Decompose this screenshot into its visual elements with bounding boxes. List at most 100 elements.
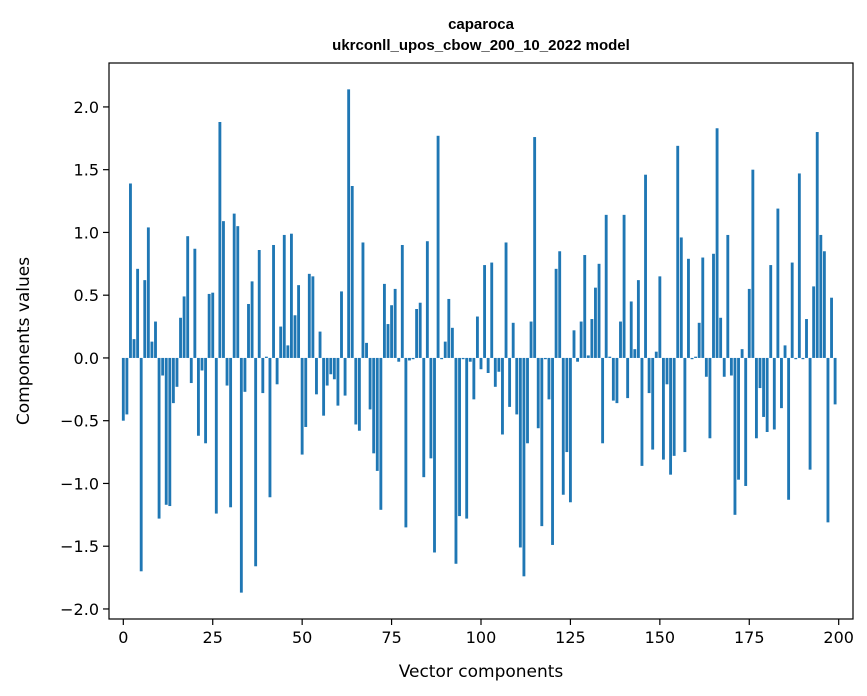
bar — [543, 357, 547, 360]
bar — [325, 357, 329, 386]
bar — [229, 357, 233, 508]
y-tick-label: −1.5 — [60, 537, 99, 556]
bar — [733, 357, 737, 515]
x-tick-label: 175 — [734, 628, 765, 647]
bar — [307, 273, 311, 358]
bar — [611, 357, 615, 401]
chart-subtitle: ukrconll_upos_cbow_200_10_2022 model — [332, 37, 630, 54]
y-axis-label: Components values — [14, 257, 34, 425]
bar — [765, 357, 769, 432]
bar — [651, 357, 655, 450]
bar — [196, 357, 200, 436]
bar — [357, 357, 361, 431]
bar — [139, 357, 143, 572]
bar — [386, 324, 390, 358]
bar — [486, 357, 490, 373]
bar — [211, 292, 215, 358]
y-tick-label: 0.0 — [74, 349, 99, 368]
bar — [604, 214, 608, 358]
chart-title: caparoca — [448, 16, 515, 33]
bar — [340, 291, 343, 358]
bar — [179, 317, 182, 358]
bar — [447, 298, 451, 358]
bar — [815, 132, 819, 358]
bar — [830, 297, 833, 358]
bar — [368, 357, 372, 410]
bar — [390, 305, 394, 358]
bar — [540, 357, 544, 527]
y-tick-label: 0.5 — [74, 286, 99, 305]
bar — [475, 316, 479, 358]
bar — [418, 302, 422, 358]
bar — [801, 357, 805, 360]
x-tick-label: 200 — [823, 628, 854, 647]
bar — [737, 357, 740, 480]
bar — [279, 326, 283, 358]
bar — [640, 357, 644, 466]
bar — [282, 234, 286, 358]
bar — [812, 286, 816, 358]
bar — [526, 357, 529, 444]
bar — [222, 221, 225, 358]
bar — [365, 342, 368, 358]
bar — [161, 357, 165, 376]
bar — [232, 213, 236, 358]
bar — [343, 357, 347, 396]
bar — [740, 349, 744, 358]
bar — [372, 357, 376, 454]
bar — [121, 357, 125, 421]
bar — [708, 357, 712, 439]
bar — [565, 357, 569, 453]
bar — [515, 357, 519, 415]
bar — [236, 226, 240, 358]
bar — [415, 309, 419, 358]
bar — [633, 349, 637, 358]
bar — [751, 169, 755, 358]
bar — [300, 357, 304, 455]
bar — [647, 357, 651, 394]
x-tick-label: 75 — [381, 628, 401, 647]
bar — [744, 357, 748, 486]
bar — [536, 357, 540, 429]
bar — [747, 288, 751, 358]
bar — [665, 357, 669, 385]
bar — [329, 357, 333, 375]
bar — [572, 330, 576, 358]
bar — [479, 357, 483, 370]
bar — [644, 174, 647, 358]
bar — [132, 339, 136, 358]
bar — [125, 357, 129, 415]
bar — [719, 317, 723, 358]
bar — [286, 345, 290, 358]
bar — [729, 357, 733, 376]
bar — [522, 357, 526, 577]
bar — [701, 257, 705, 358]
bar — [508, 357, 512, 407]
bar — [687, 258, 690, 358]
bar — [404, 357, 408, 528]
bar — [436, 135, 440, 358]
bar — [250, 281, 254, 358]
bar — [661, 357, 665, 460]
bar — [150, 341, 154, 358]
bar — [694, 356, 698, 358]
bar — [504, 242, 508, 358]
bar — [586, 355, 590, 358]
bar — [762, 357, 766, 417]
bar — [468, 357, 472, 362]
bar — [200, 357, 204, 371]
bar — [511, 322, 515, 358]
bar — [819, 234, 823, 358]
bar — [636, 280, 640, 358]
bar — [472, 357, 476, 400]
x-axis: 0 25 50 75 100 125 150 175 200 — [118, 619, 854, 647]
bar — [204, 357, 208, 444]
bar — [450, 327, 454, 358]
bar — [157, 357, 161, 519]
bar — [239, 357, 243, 593]
bar — [576, 357, 580, 362]
bar — [629, 301, 633, 358]
bar — [272, 244, 275, 358]
bar — [257, 250, 261, 358]
